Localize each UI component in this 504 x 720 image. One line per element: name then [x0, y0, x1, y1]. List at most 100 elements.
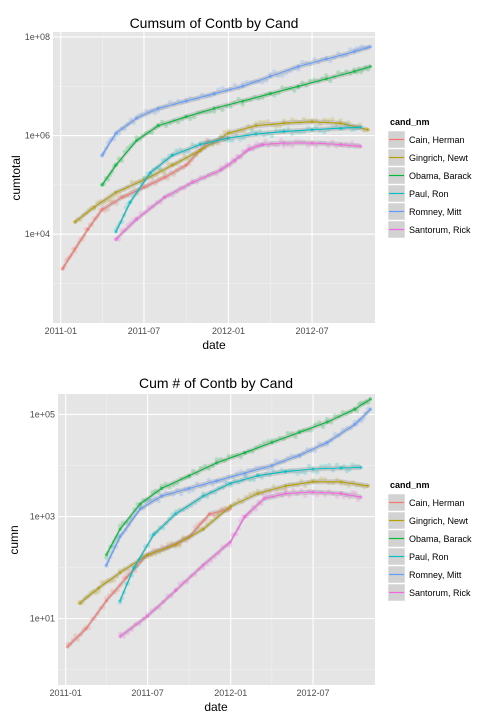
- data-point: [233, 158, 237, 162]
- data-point-cloud: [344, 468, 349, 474]
- data-point-cloud: [226, 138, 231, 143]
- point-cloud: [113, 123, 361, 232]
- data-point-cloud: [167, 485, 172, 490]
- data-point: [148, 171, 152, 175]
- data-point-cloud: [303, 483, 308, 488]
- data-point: [198, 142, 202, 147]
- data-point-cloud: [285, 142, 291, 148]
- data-point-cloud: [313, 143, 319, 148]
- data-point-cloud: [265, 493, 270, 499]
- data-point-cloud: [348, 47, 353, 52]
- chart-cumn: Cum # of Contb by Cand 2011-01 2011-07 201…: [7, 375, 472, 714]
- data-point-cloud: [152, 111, 158, 116]
- data-point: [100, 208, 104, 212]
- legend-label: Obama, Barack: [409, 534, 472, 544]
- data-point-cloud: [190, 468, 196, 474]
- data-point-cloud: [116, 237, 122, 242]
- data-point-cloud: [289, 117, 295, 122]
- data-point: [65, 645, 70, 649]
- data-point-cloud: [350, 462, 355, 468]
- series-layer: [60, 44, 372, 272]
- data-point-cloud: [186, 157, 191, 163]
- data-point: [311, 480, 315, 484]
- data-point-cloud: [240, 81, 245, 86]
- confidence-band: [102, 64, 371, 188]
- data-point-cloud: [163, 481, 168, 487]
- legend-items: Cain, Herman Gingrich, Newt Obama, Barack P…: [387, 493, 472, 602]
- data-point-cloud: [190, 488, 196, 493]
- data-point-cloud: [340, 409, 345, 415]
- data-point: [73, 247, 77, 251]
- data-point: [352, 69, 356, 74]
- data-point-cloud: [263, 138, 268, 144]
- data-point-cloud: [242, 473, 247, 478]
- data-point: [163, 175, 167, 180]
- data-point-cloud: [336, 51, 341, 56]
- data-point-cloud: [212, 109, 217, 114]
- data-point: [310, 141, 314, 145]
- data-point: [114, 163, 118, 167]
- data-point-cloud: [222, 130, 227, 135]
- data-point-cloud: [276, 73, 281, 79]
- series-paul-ron: [113, 123, 363, 235]
- x-axis-title: date: [204, 700, 228, 714]
- data-point: [84, 627, 88, 631]
- data-point-cloud: [156, 499, 161, 504]
- data-point-cloud: [177, 581, 182, 586]
- data-point-cloud: [293, 138, 299, 144]
- data-point: [118, 535, 122, 539]
- data-point-cloud: [236, 96, 241, 102]
- data-point-cloud: [197, 526, 202, 532]
- data-point-cloud: [165, 176, 170, 181]
- legend-item: Obama, Barack: [387, 529, 472, 548]
- data-point: [86, 227, 90, 231]
- data-point: [310, 120, 314, 124]
- series-line: [62, 137, 229, 269]
- data-point-cloud: [99, 580, 104, 585]
- data-point-cloud: [254, 465, 259, 470]
- data-point-cloud: [194, 152, 199, 158]
- data-point-cloud: [260, 80, 265, 85]
- legend-item: Santorum, Rick: [387, 583, 471, 602]
- data-point: [61, 267, 65, 271]
- series-line: [105, 398, 371, 556]
- data-point-cloud: [93, 590, 99, 596]
- data-point-cloud: [341, 495, 347, 500]
- data-point: [219, 168, 223, 172]
- data-point-cloud: [279, 487, 284, 492]
- data-point-cloud: [220, 85, 225, 91]
- data-point-cloud: [336, 70, 341, 75]
- data-point-cloud: [238, 137, 243, 142]
- data-point-cloud: [326, 143, 331, 149]
- data-point-cloud: [347, 495, 352, 500]
- data-point: [283, 484, 288, 488]
- data-point-cloud: [264, 78, 269, 83]
- data-point: [339, 492, 343, 496]
- data-point-cloud: [317, 420, 322, 425]
- data-point-cloud: [365, 67, 371, 72]
- y-tick-label: 1e+03: [30, 512, 55, 522]
- data-point-cloud: [334, 494, 340, 499]
- data-point: [270, 463, 274, 468]
- data-point: [135, 116, 139, 120]
- data-point-cloud: [347, 467, 352, 472]
- data-point-cloud: [182, 153, 187, 159]
- data-point-cloud: [283, 488, 288, 493]
- data-point-cloud: [122, 227, 128, 232]
- data-point: [100, 183, 104, 187]
- data-point-cloud: [228, 483, 233, 488]
- data-point-cloud: [346, 483, 351, 488]
- data-point: [114, 237, 118, 241]
- data-point-cloud: [314, 470, 320, 475]
- data-point-cloud: [159, 483, 164, 489]
- series-gingrich-newt: [77, 476, 370, 606]
- data-point-cloud: [142, 209, 147, 215]
- data-point-cloud: [330, 117, 335, 122]
- data-point-cloud: [214, 172, 219, 177]
- data-point: [145, 614, 150, 618]
- data-point-cloud: [104, 555, 109, 560]
- data-point-cloud: [261, 119, 267, 125]
- chart-title: Cumsum of Contb by Cand: [130, 15, 299, 31]
- legend-label: Gingrich, Newt: [409, 516, 469, 526]
- data-point: [254, 124, 258, 128]
